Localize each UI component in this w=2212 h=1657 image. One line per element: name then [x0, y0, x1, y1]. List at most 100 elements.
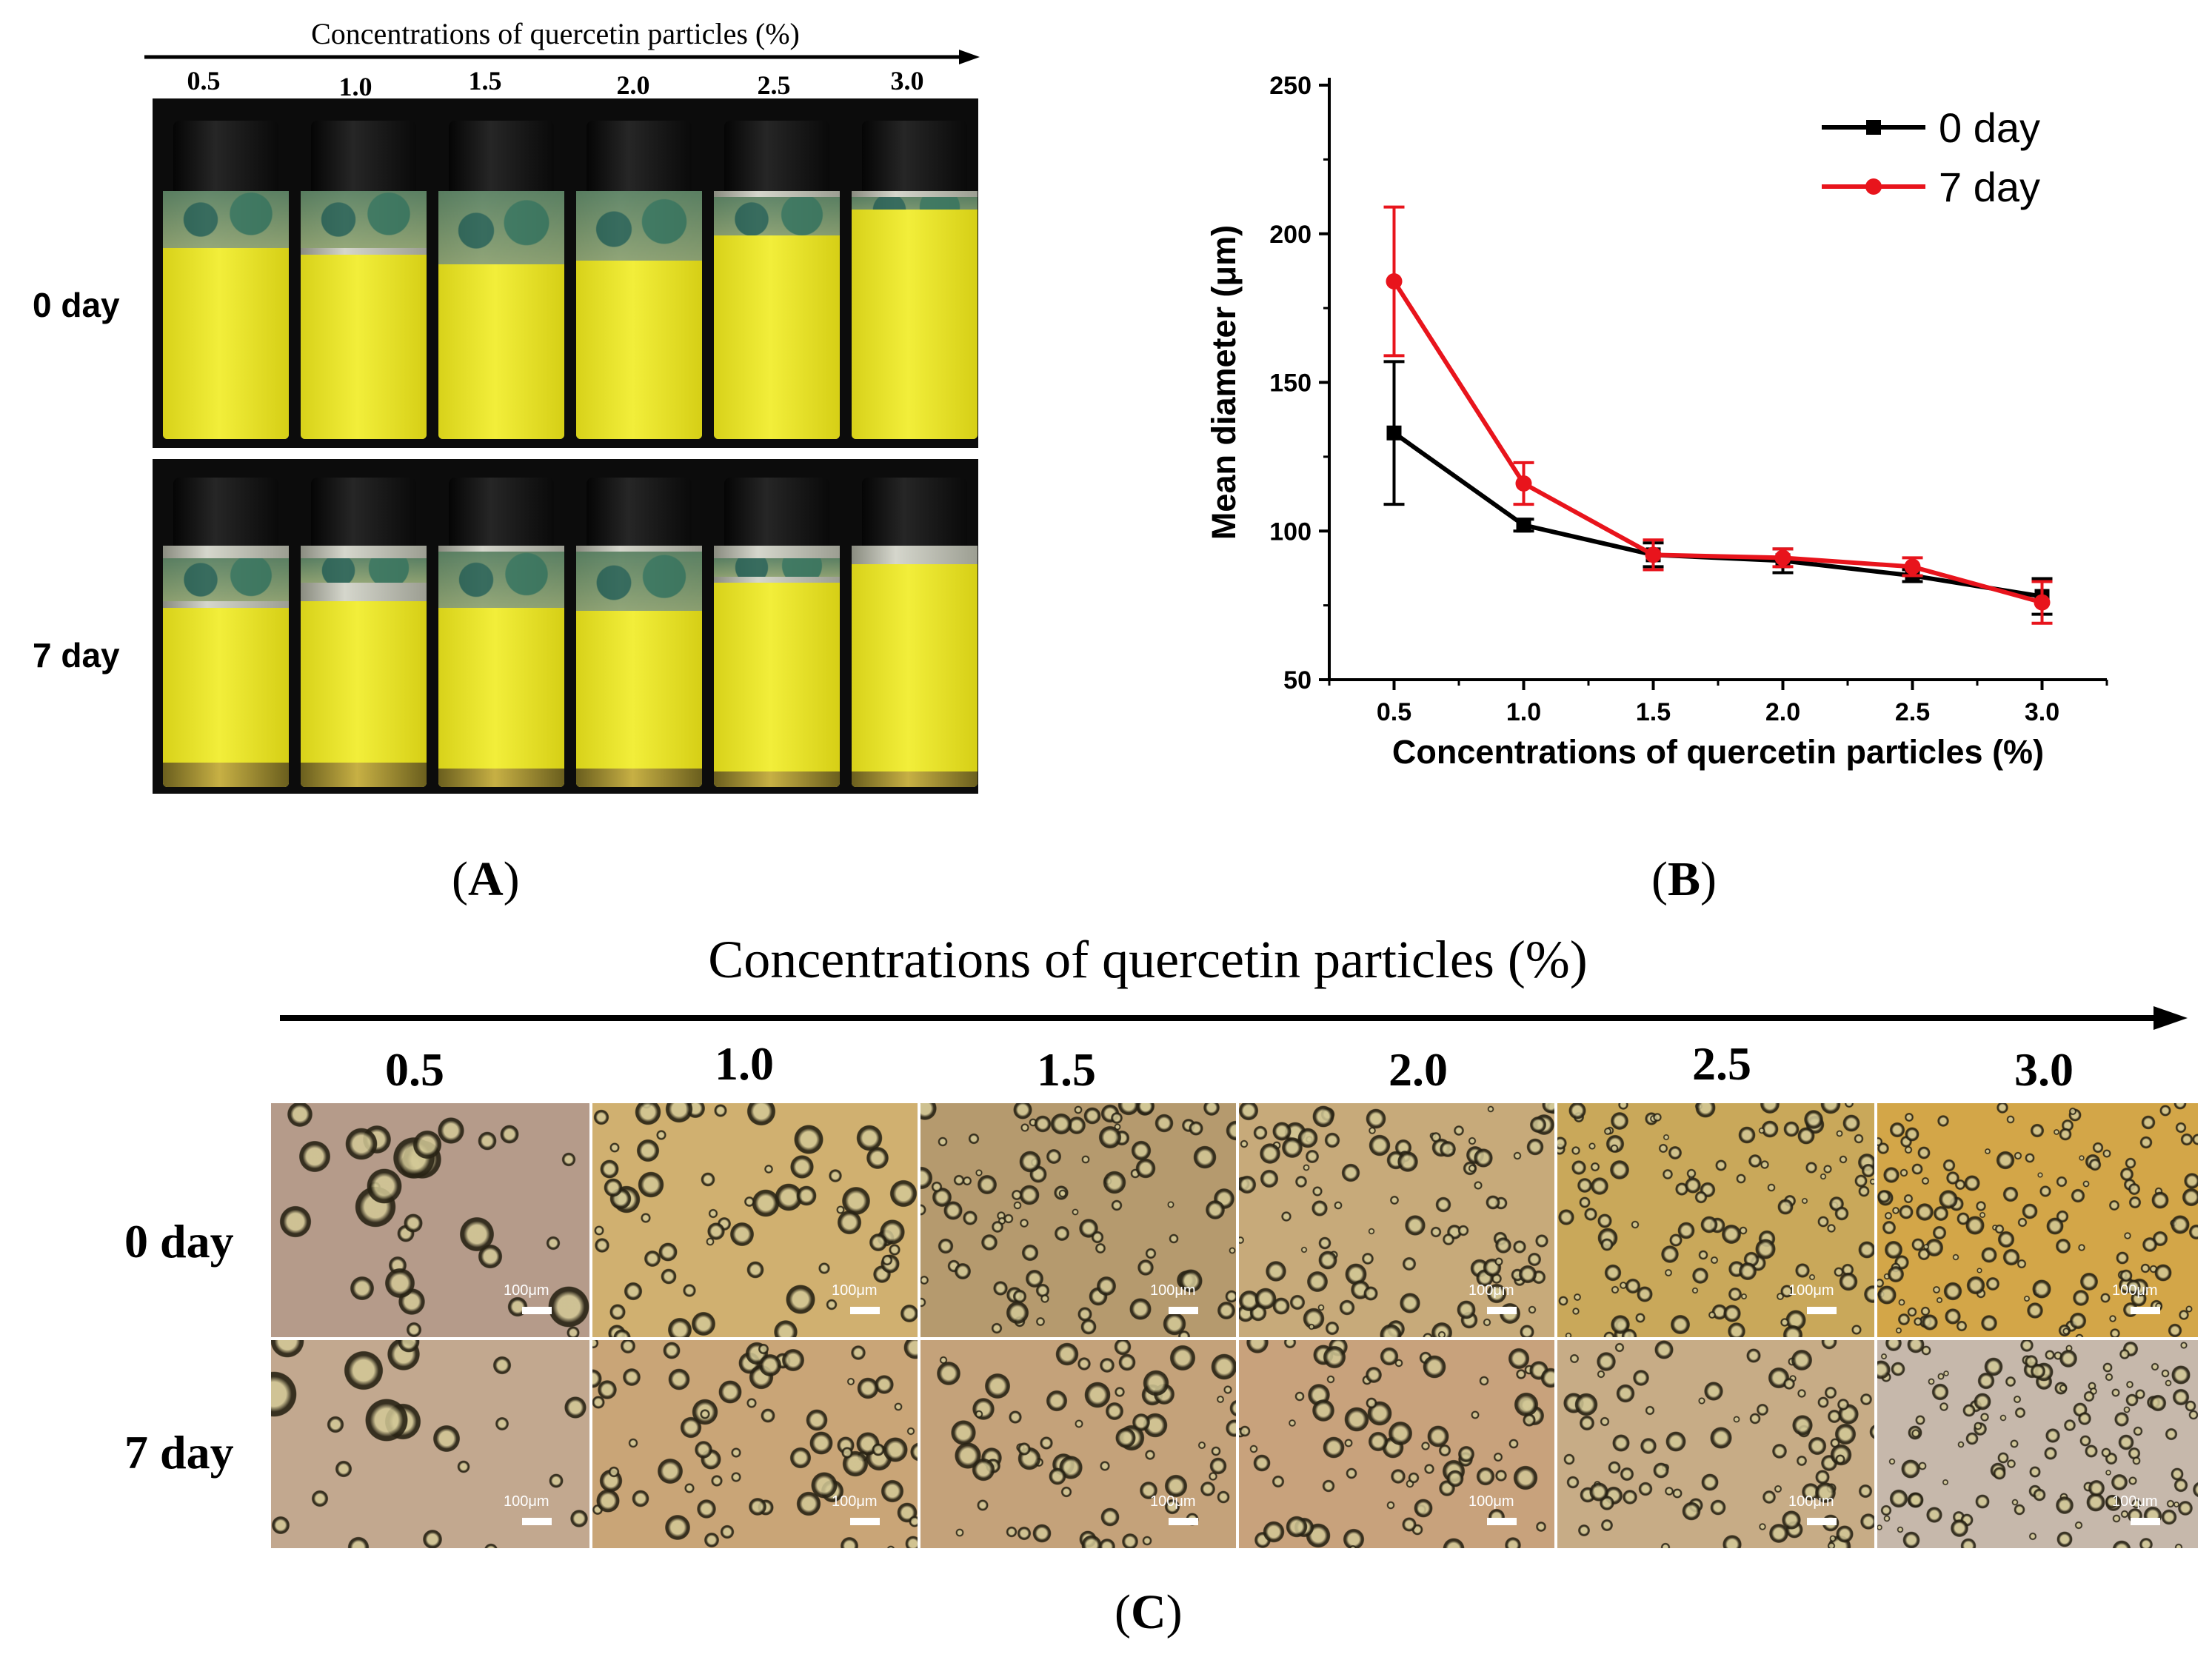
scale-bar-label: 100μm — [2112, 1282, 2158, 1299]
panel-a-row-7day: 7 day — [33, 636, 120, 674]
data-point-7day — [1774, 549, 1791, 566]
panel-c-row-0day: 0 day — [124, 1215, 234, 1268]
panel-c-conc-2.0: 2.0 — [1389, 1043, 1448, 1096]
scale-bar-label: 100μm — [1468, 1282, 1514, 1299]
micrograph-0-2: 100μm — [920, 1103, 1236, 1337]
data-point-7day — [1904, 558, 1921, 575]
micrograph-0-5: 100μm — [1877, 1103, 2198, 1337]
data-point-7day — [2034, 594, 2051, 611]
vial-0day-3.0 — [852, 121, 978, 439]
series-line-7day — [1391, 280, 2043, 605]
vial-7day-2.5 — [714, 478, 840, 787]
panel-c-conc-0.5: 0.5 — [385, 1043, 444, 1096]
scale-bar-label: 100μm — [1788, 1282, 1834, 1299]
scale-bar-label: 100μm — [504, 1493, 549, 1510]
vial-7day-1.5 — [438, 478, 564, 787]
panel-a-conc-3.0: 3.0 — [890, 66, 924, 96]
micrograph-1-2: 100μm — [920, 1340, 1236, 1548]
micrograph-0-3: 100μm — [1239, 1103, 1554, 1337]
series-7day — [1383, 205, 2053, 625]
panel-a-photo-0day — [153, 98, 978, 448]
scale-bar — [1169, 1307, 1198, 1314]
panel-a-conc-1.5: 1.5 — [468, 66, 502, 96]
panel-a-arrow — [144, 50, 980, 64]
legend-marker-7day — [1865, 178, 1882, 195]
panel-b-chart: 50 100 150 200 250 0.5 1.0 1.5 2.0 2.5 3.0 0 day 7 … — [1205, 72, 2108, 771]
vial-0day-1.5 — [438, 121, 564, 439]
panel-b-label: (B) — [1651, 852, 1717, 906]
series-line-0day — [1392, 431, 2042, 599]
data-point-7day — [1386, 272, 1403, 289]
y-tick-label: 100 — [1269, 518, 1312, 546]
micrograph-1-0: 100μm — [271, 1340, 589, 1548]
micrograph-0-0: 100μm — [271, 1103, 589, 1337]
scale-bar — [522, 1307, 552, 1314]
panel-c-micrographs: 100μm 100μm 100μm 100μm 100μm 100μm 100μm 100μm… — [271, 1103, 2201, 1562]
scale-bar — [2131, 1307, 2160, 1314]
vial-7day-1.0 — [301, 478, 427, 787]
panel-c-title: Concentrations of quercetin particles (%… — [708, 930, 1588, 989]
chart-y-axis-label: Mean diameter (μm) — [1205, 225, 1243, 540]
scale-bar — [1807, 1518, 1837, 1525]
x-tick-label: 2.0 — [1765, 698, 1800, 726]
data-point-0day — [1386, 425, 1402, 441]
chart-axes: 50 100 150 200 250 0.5 1.0 1.5 2.0 2.5 3.0 — [1269, 72, 2108, 726]
scale-bar — [1169, 1518, 1198, 1525]
panel-a-conc-0.5: 0.5 — [187, 66, 221, 96]
y-tick-label: 150 — [1269, 369, 1312, 398]
panel-c-conc-1.5: 1.5 — [1037, 1043, 1096, 1096]
panel-c-arrow — [280, 1006, 2188, 1030]
panel-a-photo-7day — [153, 459, 978, 794]
micrograph-0-4: 100μm — [1557, 1103, 1874, 1337]
data-point-0day — [1516, 518, 1531, 533]
scale-bar — [850, 1518, 880, 1525]
data-point-7day — [1515, 475, 1532, 492]
panel-a-conc-2.0: 2.0 — [616, 70, 650, 100]
scale-bar-label: 100μm — [504, 1282, 549, 1299]
scale-bar-label: 100μm — [832, 1493, 878, 1510]
scale-bar — [2131, 1518, 2160, 1525]
scale-bar-label: 100μm — [832, 1282, 878, 1299]
vial-0day-2.5 — [714, 121, 840, 439]
vial-7day-3.0 — [852, 478, 978, 787]
micrograph-1-5: 100μm — [1877, 1340, 2198, 1548]
vial-7day-0.5 — [163, 478, 289, 787]
panel-c-conc-3.0: 3.0 — [2014, 1043, 2074, 1096]
scale-bar-label: 100μm — [1150, 1493, 1196, 1510]
scale-bar — [1807, 1307, 1837, 1314]
scale-bar — [1487, 1307, 1517, 1314]
panel-a-conc-2.5: 2.5 — [757, 70, 791, 100]
y-tick-label: 200 — [1269, 221, 1312, 249]
vial-0day-2.0 — [576, 121, 702, 439]
scale-bar-label: 100μm — [1150, 1282, 1196, 1299]
scale-bar-label: 100μm — [1468, 1493, 1514, 1510]
chart-x-axis-label: Concentrations of quercetin particles (%… — [1392, 733, 2044, 771]
panel-c-conc-1.0: 1.0 — [715, 1037, 774, 1090]
scale-bar — [1487, 1518, 1517, 1525]
legend-label-0day: 0 day — [1939, 104, 2040, 151]
panel-c-row-7day: 7 day — [124, 1426, 234, 1479]
panel-a-title: Concentrations of quercetin particles (%… — [311, 17, 800, 50]
panel-a-label: (A) — [452, 852, 520, 906]
y-tick-label: 50 — [1283, 666, 1312, 694]
micrograph-1-3: 100μm — [1239, 1340, 1554, 1548]
x-tick-label: 1.0 — [1506, 698, 1541, 726]
panel-c-conc-2.5: 2.5 — [1692, 1037, 1751, 1090]
scale-bar-label: 100μm — [2112, 1493, 2158, 1510]
y-tick-label: 250 — [1269, 72, 1312, 100]
panel-a-conc-1.0: 1.0 — [338, 72, 372, 101]
micrograph-1-1: 100μm — [592, 1340, 918, 1548]
legend-label-7day: 7 day — [1939, 164, 2040, 210]
vial-0day-0.5 — [163, 121, 289, 439]
x-tick-label: 3.0 — [2025, 698, 2059, 726]
data-point-7day — [1645, 546, 1662, 563]
micrograph-1-4: 100μm — [1557, 1340, 1874, 1548]
scale-bar — [850, 1307, 880, 1314]
vial-0day-1.0 — [301, 121, 427, 439]
x-tick-label: 1.5 — [1636, 698, 1671, 726]
vial-7day-2.0 — [576, 478, 702, 787]
panel-c-label: (C) — [1115, 1585, 1183, 1639]
micrograph-0-1: 100μm — [592, 1103, 918, 1337]
legend-marker-0day — [1866, 120, 1881, 135]
x-tick-label: 2.5 — [1895, 698, 1930, 726]
